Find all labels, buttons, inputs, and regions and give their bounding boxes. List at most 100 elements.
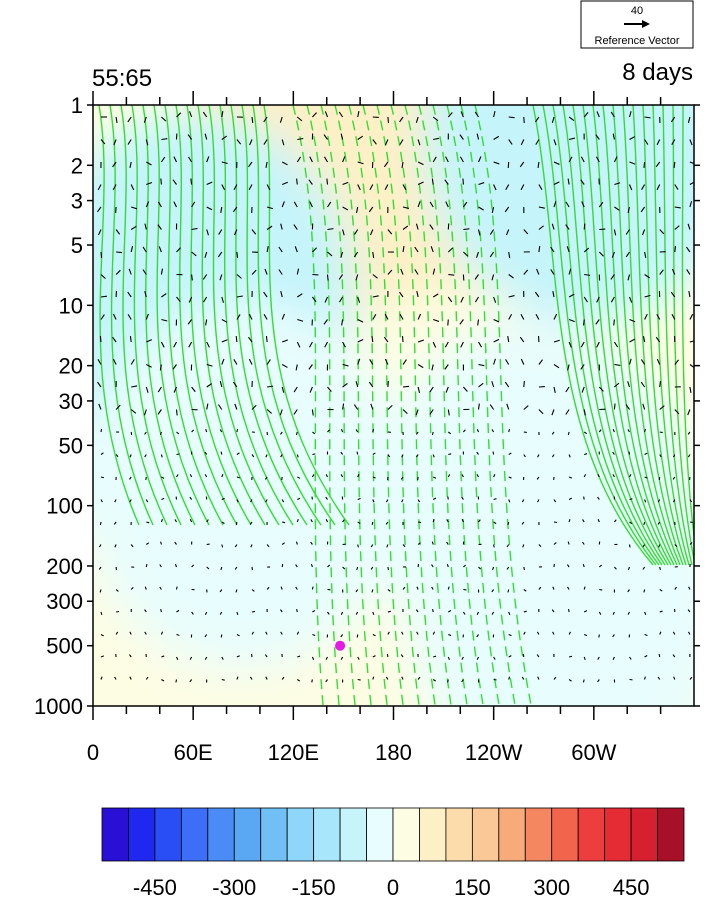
wind-vector bbox=[687, 609, 691, 613]
wind-vector bbox=[537, 454, 540, 458]
wind-vector bbox=[145, 676, 149, 680]
wind-vector bbox=[400, 654, 404, 658]
wind-vector bbox=[655, 336, 661, 343]
wind-vector bbox=[536, 268, 540, 275]
wind-vector bbox=[520, 184, 525, 191]
wind-vector bbox=[431, 178, 434, 185]
wind-vector bbox=[580, 179, 585, 185]
wind-vector bbox=[643, 521, 646, 526]
y-tick-label: 10 bbox=[59, 293, 83, 318]
wind-vector bbox=[432, 608, 434, 613]
wind-vector bbox=[281, 542, 285, 545]
contour-line-positive bbox=[672, 105, 694, 564]
wind-vector bbox=[478, 519, 481, 523]
wind-vector bbox=[387, 454, 391, 458]
wind-vector bbox=[342, 341, 346, 348]
wind-vector bbox=[263, 116, 268, 123]
wind-vector bbox=[355, 589, 359, 593]
wind-vector bbox=[565, 386, 570, 393]
wind-vector bbox=[296, 116, 303, 122]
wind-vector bbox=[629, 474, 632, 478]
wind-vector bbox=[221, 184, 226, 191]
wind-vector bbox=[264, 268, 268, 275]
wind-vector bbox=[236, 139, 242, 145]
contour-line-negative bbox=[306, 105, 340, 706]
wind-vector bbox=[402, 245, 405, 253]
contour-line-positive bbox=[662, 105, 693, 566]
wind-vector bbox=[311, 474, 315, 478]
shading-blob bbox=[373, 321, 694, 690]
wind-vector bbox=[263, 139, 268, 145]
wind-vector bbox=[431, 431, 434, 436]
wind-vector bbox=[100, 499, 103, 503]
contour-line-negative bbox=[334, 105, 372, 706]
wind-vector bbox=[357, 135, 364, 140]
wind-vector bbox=[100, 634, 104, 637]
wind-vector bbox=[355, 429, 359, 433]
wind-vector bbox=[100, 274, 106, 279]
wind-vector bbox=[236, 634, 240, 637]
wind-vector bbox=[613, 566, 617, 570]
contour-line-positive bbox=[164, 105, 224, 526]
wind-vector bbox=[324, 111, 329, 118]
wind-vector bbox=[340, 611, 344, 615]
wind-vector bbox=[297, 318, 304, 322]
contour-line-negative bbox=[362, 105, 404, 706]
wind-vector bbox=[312, 453, 316, 456]
wind-vector bbox=[553, 386, 556, 393]
wind-vector bbox=[537, 499, 540, 503]
wind-vector bbox=[173, 201, 177, 208]
wind-vector bbox=[310, 519, 313, 523]
wind-vector bbox=[644, 499, 647, 503]
wind-vector bbox=[281, 313, 285, 320]
wind-vector bbox=[161, 293, 167, 298]
wind-vector bbox=[206, 363, 213, 367]
wind-vector bbox=[568, 137, 576, 141]
wind-vector bbox=[463, 251, 469, 257]
wind-vector bbox=[659, 431, 663, 434]
vector-layer bbox=[97, 110, 694, 683]
y-axis: 1 2 3 5 10 20 30 50 100 200 300 500 1000 bbox=[34, 93, 700, 719]
wind-vector bbox=[475, 251, 480, 258]
wind-vector bbox=[144, 431, 147, 435]
wind-vector bbox=[613, 156, 618, 163]
wind-vector bbox=[520, 358, 525, 365]
wind-vector bbox=[474, 296, 479, 303]
wind-vector bbox=[146, 364, 152, 368]
wind-vector bbox=[266, 409, 272, 414]
wind-vector bbox=[282, 521, 286, 524]
wind-vector bbox=[326, 274, 329, 281]
wind-vector bbox=[327, 429, 330, 433]
wind-vector bbox=[263, 314, 268, 320]
wind-vector bbox=[644, 611, 647, 615]
wind-vector bbox=[508, 633, 512, 637]
wind-vector bbox=[508, 251, 511, 259]
wind-vector bbox=[445, 386, 449, 393]
wind-vector bbox=[115, 404, 121, 410]
wind-vector bbox=[297, 497, 301, 501]
wind-vector bbox=[508, 116, 515, 119]
wind-vector bbox=[429, 201, 434, 208]
contour-line-positive bbox=[552, 105, 660, 566]
y-tick-label: 3 bbox=[71, 189, 83, 214]
wind-vector bbox=[372, 428, 375, 433]
wind-vector bbox=[357, 498, 361, 501]
wind-vector bbox=[144, 454, 147, 458]
wind-vector bbox=[355, 274, 359, 281]
wind-vector bbox=[293, 224, 298, 230]
y-tick-label: 50 bbox=[59, 433, 83, 458]
wind-vector bbox=[145, 313, 149, 320]
colorbar-swatch bbox=[313, 807, 341, 862]
wind-vector bbox=[658, 544, 661, 548]
wind-vector bbox=[610, 296, 615, 303]
wind-vector bbox=[461, 519, 464, 523]
wind-vector bbox=[385, 676, 389, 680]
wind-vector bbox=[523, 610, 527, 613]
wind-vector bbox=[206, 519, 209, 523]
wind-vector bbox=[688, 631, 691, 635]
wind-vector bbox=[614, 382, 620, 388]
contour-line-positive bbox=[542, 105, 657, 566]
colorbar-swatch bbox=[366, 807, 394, 862]
wind-vector bbox=[537, 676, 540, 680]
wind-vector bbox=[551, 609, 555, 613]
